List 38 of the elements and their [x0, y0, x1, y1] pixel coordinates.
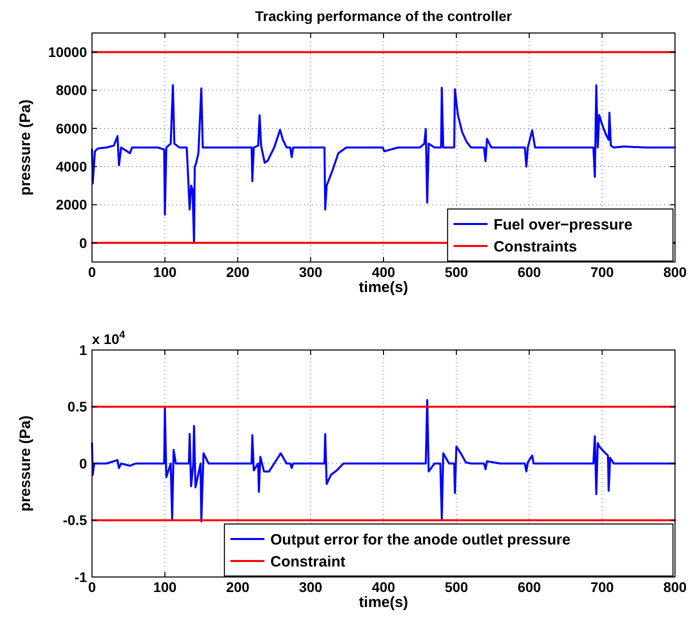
x-tick-label: 200 — [226, 264, 250, 280]
x-tick-label: 600 — [518, 264, 542, 280]
legend-label: Output error for the anode outlet pressure — [270, 531, 570, 548]
y-tick-label: 8000 — [56, 82, 88, 98]
legend-label: Constraints — [494, 238, 577, 256]
y-axis-title: pressure (Pa) — [17, 100, 34, 196]
y-tick-label: -0.5 — [62, 512, 88, 528]
line-series — [91, 398, 676, 522]
x-tick-label: 800 — [663, 264, 687, 280]
text: x 10$^{4}$ — [92, 329, 126, 347]
y-tick-label: -1 — [74, 568, 88, 585]
y-tick-label: 4000 — [56, 158, 88, 174]
x-tick-label: 100 — [153, 579, 177, 595]
y-tick-label: 0 — [79, 234, 88, 251]
x-tick-label: 600 — [518, 579, 542, 595]
x-tick-label: 400 — [372, 579, 396, 595]
y-tick-label: 0.5 — [68, 398, 88, 415]
y-tick-label: 10000 — [48, 44, 88, 60]
y-tick-label: 1 — [79, 342, 88, 358]
x-tick-label: 200 — [226, 579, 250, 595]
x-tick-label: 400 — [372, 264, 396, 280]
x-tick-label: 500 — [444, 264, 468, 280]
y-axis-title: pressure (Pa) — [17, 416, 34, 512]
chart-title: Tracking performance of the controller — [255, 8, 512, 24]
legend-label: Constraint — [270, 553, 346, 570]
y-tick-label: 0 — [79, 455, 88, 472]
x-tick-label: 100 — [153, 264, 177, 280]
y-tick-label: 6000 — [56, 120, 88, 136]
x-axis-title: time(s) — [358, 594, 408, 611]
x-tick-label: 300 — [298, 264, 323, 280]
x-tick-label: 500 — [444, 579, 468, 595]
x-tick-label: 800 — [663, 579, 687, 595]
y-tick-label: 2000 — [56, 196, 88, 213]
x-axis-title: time(s) — [358, 279, 408, 296]
x-tick-label: 700 — [590, 579, 614, 595]
x-tick-label: 300 — [298, 579, 323, 595]
x-tick-label: 700 — [590, 264, 614, 280]
legend-label: Fuel over−pressure — [494, 216, 632, 234]
